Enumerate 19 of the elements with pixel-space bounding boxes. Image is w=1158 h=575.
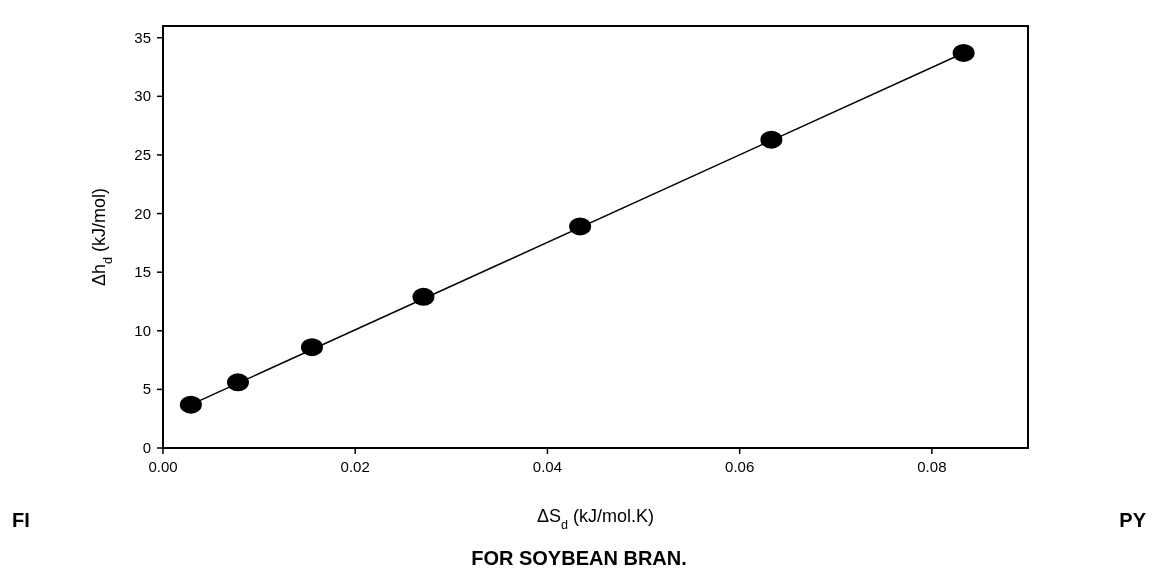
y-tick-label: 35: [134, 28, 151, 46]
y-tick-label: 0: [142, 439, 151, 456]
text: PY: [1119, 509, 1147, 531]
text: FI: [12, 509, 30, 531]
point: [952, 43, 975, 62]
y-tick-label: 15: [134, 263, 151, 281]
x-tick-label: 0.08: [917, 458, 947, 475]
y-tick-label: 10: [134, 321, 151, 339]
x-tick-label: 0.06: [725, 458, 755, 475]
y-tick-label: 25: [134, 145, 151, 163]
y-tick-label: 5: [142, 380, 151, 398]
x-tick-label: 0.04: [532, 458, 563, 475]
point: [179, 395, 202, 414]
x-tick-label: 0.00: [148, 458, 178, 475]
x-axis-title: ΔS$_{d}$ (kJ/mol.K): [536, 506, 655, 532]
y-tick-label: 20: [134, 204, 151, 222]
x-tick-label: 0.02: [340, 458, 370, 475]
text: FOR SOYBEAN BRAN.: [471, 547, 687, 569]
y-tick-label: 30: [134, 87, 151, 105]
